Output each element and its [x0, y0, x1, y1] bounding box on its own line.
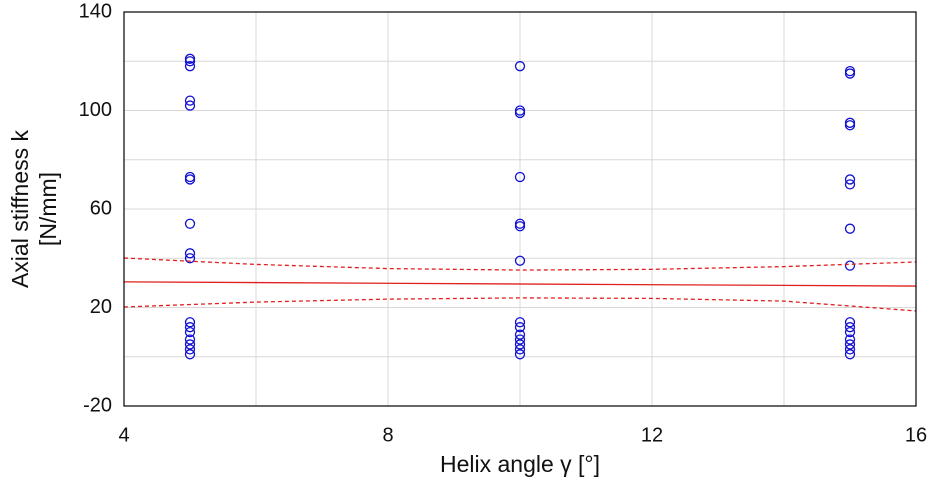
point [514, 255, 526, 266]
point [184, 317, 196, 328]
point [184, 253, 196, 264]
point [844, 344, 856, 355]
confidence-band [123, 297, 917, 312]
point [184, 322, 196, 333]
plot-frame [123, 11, 917, 407]
point [184, 349, 196, 360]
point [184, 339, 196, 350]
point [514, 349, 526, 360]
point [514, 334, 526, 345]
point [514, 221, 526, 232]
point [844, 317, 856, 328]
point [514, 107, 526, 119]
confidence-band [123, 257, 917, 271]
point [514, 171, 526, 183]
y-tick-label: 100 [79, 99, 112, 121]
x-tick-label: 8 [382, 424, 393, 446]
point [514, 339, 526, 350]
point [844, 339, 856, 350]
point [184, 56, 196, 67]
point [184, 344, 196, 355]
point [844, 322, 856, 333]
point [844, 223, 856, 234]
x-axis-title: Helix angle γ [°] [440, 451, 600, 477]
point [844, 174, 856, 185]
point [514, 317, 526, 328]
y-tick-label: 60 [90, 197, 112, 219]
fit-line [123, 281, 917, 287]
point [184, 174, 196, 185]
y-axis-title: Axial stiffness k [7, 129, 33, 288]
point [184, 326, 196, 338]
x-tick-label: 16 [905, 424, 927, 446]
y-axis-title: [N/mm] [35, 172, 61, 246]
point [514, 344, 526, 355]
point [844, 260, 856, 271]
x-tick-label: 12 [641, 424, 663, 446]
point [844, 120, 856, 131]
point [184, 95, 196, 106]
point [844, 68, 856, 79]
point [844, 334, 856, 345]
point [184, 334, 196, 345]
point [184, 218, 196, 229]
point [514, 61, 526, 72]
x-tick-label: 4 [118, 424, 129, 446]
point [844, 349, 856, 360]
point [844, 179, 856, 190]
point [184, 248, 196, 259]
point [184, 61, 196, 72]
point [514, 329, 526, 340]
point [184, 100, 196, 111]
point [844, 326, 856, 338]
y-tick-label: -20 [83, 394, 112, 416]
y-tick-label: 140 [79, 0, 112, 22]
point [514, 322, 526, 333]
y-tick-label: 20 [90, 296, 112, 318]
